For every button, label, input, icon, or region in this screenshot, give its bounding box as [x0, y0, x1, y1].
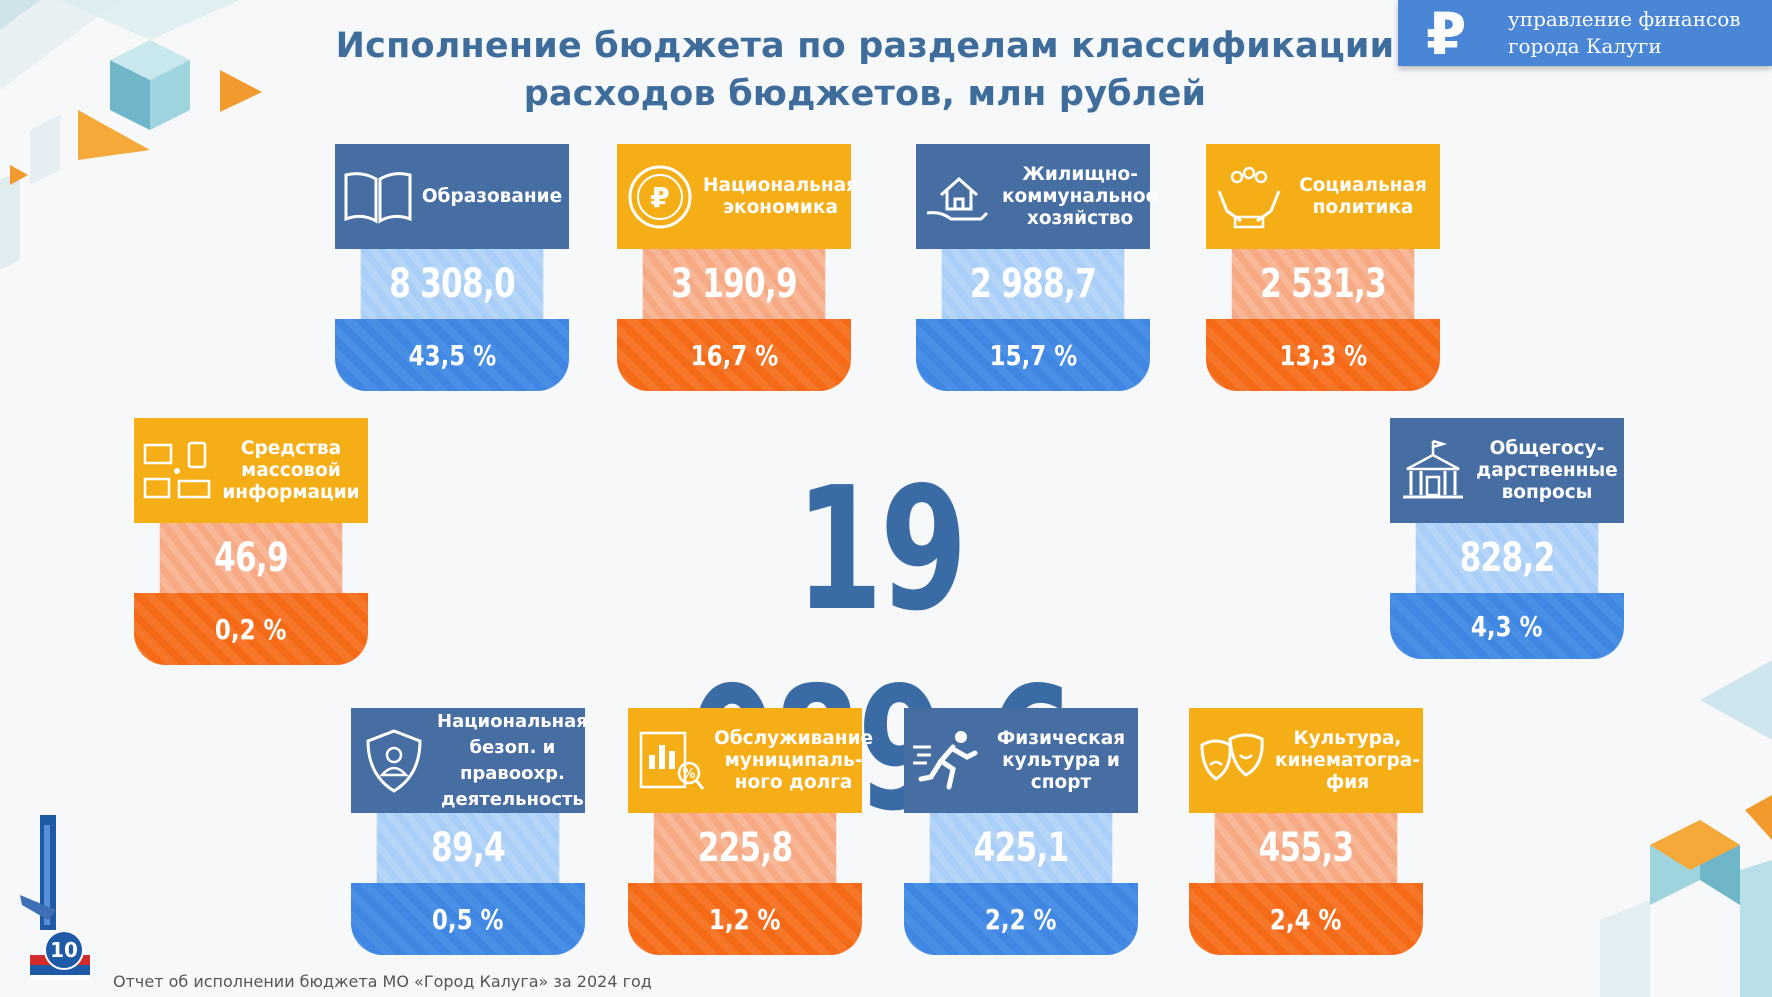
card-value: 89,4 — [376, 813, 560, 883]
card-label: Жилищно-коммунальное хозяйство — [1002, 163, 1159, 229]
card-label: Национальная экономика — [703, 174, 859, 218]
card-header: Культура, кинематогра-фия — [1189, 708, 1423, 813]
card-value: 455,3 — [1214, 813, 1398, 883]
government-building-icon — [1390, 431, 1476, 511]
page-number: 10 — [44, 930, 84, 970]
family-hands-icon — [1206, 157, 1292, 237]
card-value: 2 531,3 — [1231, 249, 1415, 319]
card-general: Общегосу-дарственные вопросы 828,2 4,3 % — [1390, 418, 1624, 659]
page-title-line1: Исполнение бюджета по разделам классифик… — [335, 26, 1395, 66]
card-header: % Обслуживание муниципаль-ного долга — [628, 708, 873, 813]
card-label: Национальная безоп. и правоохр. деятельност… — [437, 710, 588, 810]
card-value: 46,9 — [159, 523, 343, 593]
card-culture: Культура, кинематогра-фия 455,3 2,4 % — [1189, 708, 1423, 955]
card-debt: % Обслуживание муниципаль-ного долга 225,… — [628, 708, 873, 955]
card-header: Общегосу-дарственные вопросы — [1390, 418, 1624, 523]
card-security: Национальная безоп. и правоохр. деятельност… — [351, 708, 588, 955]
card-label: Общегосу-дарственные вопросы — [1476, 437, 1618, 503]
card-label: Культура, кинематогра-фия — [1275, 727, 1420, 793]
card-label: Физическая культура и спорт — [996, 727, 1126, 793]
card-label: Образование — [421, 185, 563, 207]
card-header: Средства массовой информации — [134, 418, 368, 523]
ruble-coin-icon: ₽ — [617, 157, 703, 237]
card-percent: 43,5 % — [335, 319, 569, 391]
card-value: 2 988,7 — [941, 249, 1125, 319]
card-social: Социальная политика 2 531,3 13,3 % — [1206, 144, 1440, 391]
page-title: Исполнение бюджета по разделам классифик… — [330, 22, 1400, 118]
brand-line1: управление финансов — [1508, 7, 1741, 31]
card-percent: 4,3 % — [1390, 593, 1624, 659]
brand-text: управление финансов города Калуги — [1508, 6, 1741, 60]
runner-icon — [904, 721, 990, 801]
card-percent: 16,7 % — [617, 319, 851, 391]
svg-text:₽: ₽ — [650, 181, 669, 214]
card-header: ₽ Национальная экономика — [617, 144, 858, 249]
card-header: Социальная политика — [1206, 144, 1440, 249]
card-value: 425,1 — [929, 813, 1113, 883]
card-percent: 13,3 % — [1206, 319, 1440, 391]
card-value: 828,2 — [1415, 523, 1599, 593]
card-sport: Физическая культура и спорт 425,1 2,2 % — [904, 708, 1138, 955]
card-percent: 2,4 % — [1189, 883, 1423, 955]
total-amount: 19 089,6 — [688, 451, 1074, 849]
card-value: 3 190,9 — [642, 249, 826, 319]
page-title-line2: расходов бюджетов, млн рублей — [523, 74, 1207, 114]
card-percent: 0,2 % — [134, 593, 368, 665]
ruble-icon: ₽ — [1426, 0, 1467, 68]
card-label: Средства массовой информации — [222, 437, 360, 503]
book-icon — [335, 157, 421, 237]
card-percent: 1,2 % — [628, 883, 862, 955]
media-devices-icon — [134, 431, 220, 511]
card-percent: 0,5 % — [351, 883, 585, 955]
brand-badge: ₽ управление финансов города Калуги — [1398, 0, 1772, 66]
card-label: Обслуживание муниципаль-ного долга — [714, 727, 874, 793]
card-economy: ₽ Национальная экономика 3 190,9 16,7 % — [617, 144, 858, 391]
debt-chart-icon: % — [628, 721, 714, 801]
card-housing: Жилищно-коммунальное хозяйство 2 988,7 15… — [916, 144, 1158, 391]
card-media: Средства массовой информации 46,9 0,2 % — [134, 418, 368, 665]
card-header: Жилищно-коммунальное хозяйство — [916, 144, 1158, 249]
footer-text: Отчет об исполнении бюджета МО «Город Ка… — [113, 972, 652, 991]
card-header: Физическая культура и спорт — [904, 708, 1138, 813]
card-value: 225,8 — [653, 813, 837, 883]
card-label: Социальная политика — [1299, 174, 1427, 218]
shield-person-icon — [351, 721, 437, 801]
card-header: Образование — [335, 144, 569, 249]
card-education: Образование 8 308,0 43,5 % — [335, 144, 569, 391]
svg-text:%: % — [682, 767, 695, 782]
card-value: 8 308,0 — [360, 249, 544, 319]
house-hand-icon — [916, 157, 1002, 237]
card-percent: 2,2 % — [904, 883, 1138, 955]
card-header: Национальная безоп. и правоохр. деятельност… — [351, 708, 588, 813]
brand-line2: города Калуги — [1508, 34, 1662, 58]
theater-masks-icon — [1189, 721, 1275, 801]
card-percent: 15,7 % — [916, 319, 1150, 391]
